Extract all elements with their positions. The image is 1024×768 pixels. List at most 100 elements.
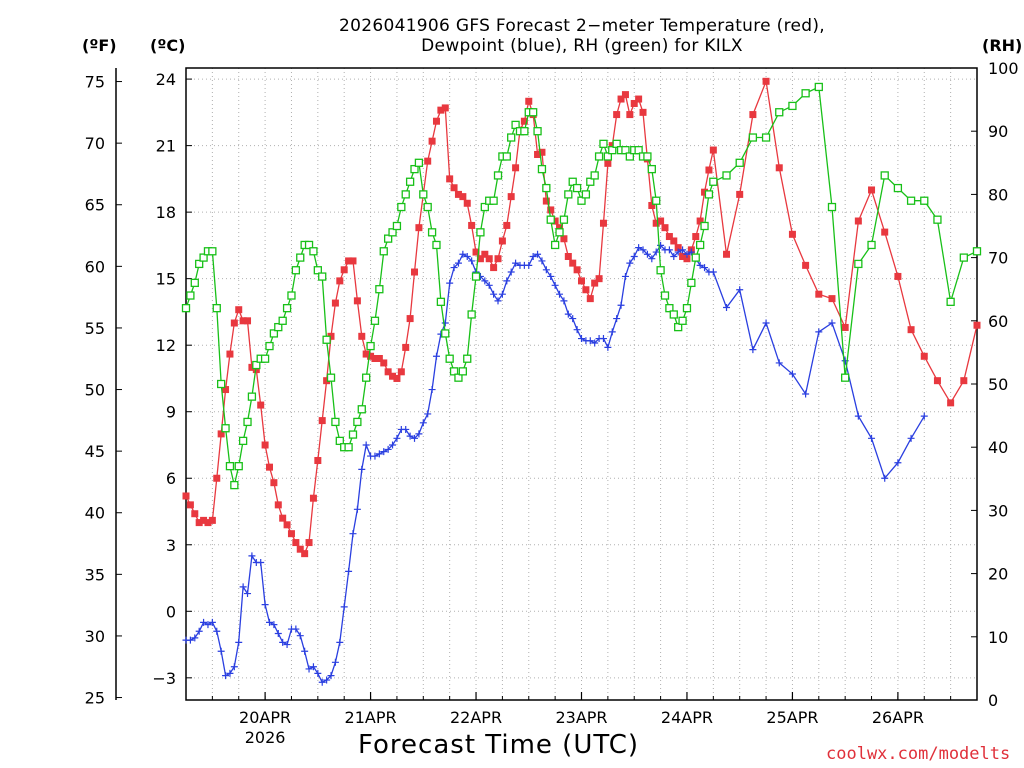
dewpoint-point [235, 638, 243, 646]
celsius-tick-label: −3 [152, 669, 176, 688]
rh-point [722, 171, 731, 180]
temperature-point [314, 457, 322, 465]
dewpoint-point [709, 268, 717, 276]
temperature-point [411, 268, 419, 276]
rh-point [520, 127, 529, 136]
dewpoint-point [665, 246, 673, 254]
temperature-point [248, 363, 256, 371]
grid-layer [186, 68, 977, 700]
temperature-point [336, 277, 344, 285]
dewpoint-point [406, 432, 414, 440]
rh-point [427, 228, 437, 237]
rh-point [476, 228, 485, 237]
rh-point [682, 304, 692, 313]
temperature-point [507, 193, 515, 201]
dewpoint-point [802, 390, 810, 398]
fahrenheit-tick-label: 45 [85, 442, 105, 461]
temperature-point [468, 221, 476, 229]
x-tick-label: 21APR [345, 708, 397, 727]
rh-point [572, 183, 582, 193]
dewpoint-point [608, 328, 616, 336]
rh-point [348, 430, 358, 439]
dewpoint-point [402, 425, 410, 433]
dewpoint-point [723, 303, 731, 311]
dewpoint-point [670, 252, 678, 260]
temperature-point [538, 148, 546, 156]
temperature-point [933, 377, 941, 385]
rh-point [282, 304, 292, 313]
temperature-point [617, 95, 625, 103]
rh-tick-label: 30 [988, 501, 1008, 520]
temperature-point [705, 166, 713, 174]
dewpoint-point [621, 272, 629, 280]
rh-point [335, 436, 344, 446]
fahrenheit-tick-label: 50 [85, 381, 105, 400]
dewpoint-point [542, 266, 550, 274]
rh-point [463, 354, 472, 363]
dewpoint-point [775, 359, 783, 367]
rh-point [370, 316, 380, 325]
rh-tick-label: 70 [988, 249, 1008, 268]
dewpoint-point [384, 445, 392, 453]
rh-point [590, 171, 599, 180]
temperature-point [362, 350, 370, 358]
rh-point [304, 240, 314, 250]
rh-tick-label: 90 [988, 122, 1008, 141]
temperature-point [696, 217, 704, 225]
dewpoint-point [393, 434, 401, 442]
temperature-point [305, 539, 313, 547]
rh-point [414, 158, 424, 167]
dewpoint-point [217, 647, 225, 655]
fahrenheit-tick-label: 75 [85, 73, 105, 92]
temperature-point [200, 516, 208, 524]
temperature-point [692, 233, 700, 241]
dewpoint-point [375, 450, 383, 458]
rh-point [419, 190, 428, 199]
temperature-point [881, 228, 889, 236]
rh-point [366, 341, 375, 351]
temperature-point [920, 352, 928, 360]
rh-point [190, 278, 199, 288]
rh-point [221, 424, 230, 433]
rh-point [625, 152, 634, 161]
dewpoint-point [424, 410, 432, 418]
rh-tick-label: 80 [988, 185, 1008, 204]
temperature-point [868, 186, 876, 194]
temperature-point [841, 323, 849, 331]
celsius-tick-label: 9 [166, 403, 176, 422]
temperature-point [393, 374, 401, 382]
temperature-point [213, 474, 221, 482]
dewpoint-point [270, 621, 278, 629]
dewpoint-point [569, 315, 577, 323]
temperature-point [542, 197, 550, 205]
rh-point [230, 480, 239, 490]
x-tick-label: 26APR [872, 708, 924, 727]
temperature-point [204, 519, 212, 527]
dewpoint-point [507, 268, 515, 276]
temperature-point [292, 539, 300, 547]
rh-point [691, 253, 700, 262]
dewpoint-point [459, 250, 467, 258]
temperature-point [709, 146, 717, 154]
rh-point [652, 196, 661, 205]
dewpoint-point [547, 272, 555, 280]
rh-tick-label: 60 [988, 312, 1008, 331]
rh-point [212, 304, 221, 313]
rh-point [678, 316, 687, 325]
rh-point [564, 190, 573, 199]
2-meter-temperature-markers [182, 77, 981, 558]
dewpoint-point [643, 250, 651, 258]
rh-point [656, 266, 665, 275]
dewpoint-point [556, 290, 564, 298]
rh-point [665, 304, 674, 313]
dewpoint-point [327, 672, 335, 680]
temperature-point [828, 295, 836, 303]
temperature-point [556, 224, 564, 232]
rh-point [397, 202, 406, 212]
celsius-tick-label: 12 [156, 336, 176, 355]
temperature-point [472, 248, 480, 256]
dewpoint-point [551, 281, 559, 289]
temperature-point [621, 91, 629, 99]
rh-point [537, 164, 547, 174]
